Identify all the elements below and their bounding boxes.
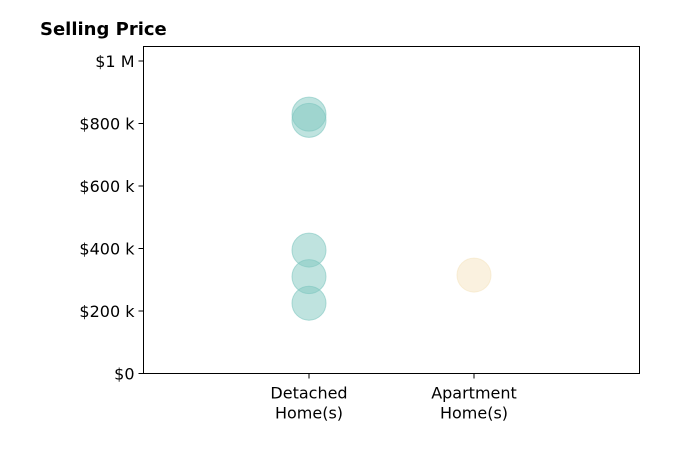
x-tick-label: Detached Home(s): [270, 384, 347, 423]
data-point: [291, 285, 327, 321]
y-tick-label: $1 M: [95, 52, 134, 71]
data-point: [291, 102, 327, 138]
y-tick-label: $400 k: [79, 240, 135, 259]
y-axis: $0 $200 k $400 k $600 k $800 k $1 M: [79, 52, 144, 384]
data-point: [456, 257, 492, 293]
x-tick-label: Apartment Home(s): [431, 384, 517, 423]
plot-frame: [143, 46, 640, 374]
data-points: [291, 96, 492, 321]
y-tick-label: $0: [114, 365, 134, 384]
x-axis: Detached Home(s) Apartment Home(s): [270, 373, 517, 423]
chart-title: Selling Price: [40, 19, 167, 40]
y-tick-label: $600 k: [79, 177, 135, 196]
y-tick-label: $800 k: [79, 115, 135, 134]
y-tick-label: $200 k: [79, 302, 135, 321]
